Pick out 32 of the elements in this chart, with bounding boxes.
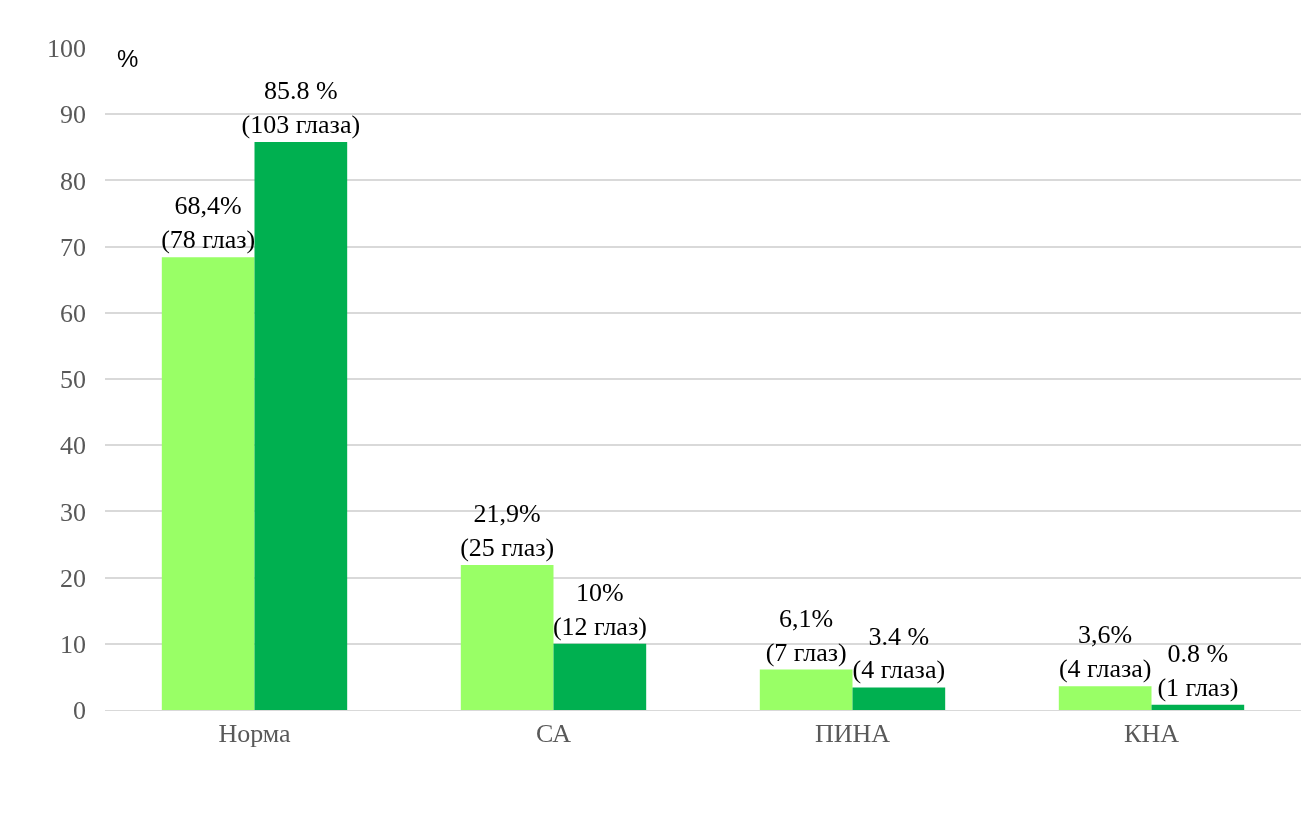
y-tick-label: 0 <box>73 696 86 726</box>
bar <box>161 257 255 710</box>
data-label: 0.8 % (1 глаз) <box>1157 638 1239 702</box>
bar <box>759 669 853 710</box>
y-tick-label: 40 <box>60 431 86 461</box>
data-label: 3.4 % (4 глаза) <box>852 621 946 685</box>
y-tick-label: 20 <box>60 563 86 593</box>
y-tick-label: 90 <box>60 100 86 130</box>
data-label: 21,9% (25 глаз) <box>460 499 555 563</box>
x-tick-label: СА <box>536 719 572 749</box>
bar <box>1151 704 1245 710</box>
data-label: 85.8 % (103 глаза) <box>241 76 361 139</box>
x-tick-label: ПИНА <box>814 719 891 749</box>
y-tick-label: 30 <box>60 497 86 527</box>
bar <box>1058 686 1152 710</box>
bar <box>460 565 554 710</box>
data-label: 3,6% (4 глаза) <box>1058 620 1152 684</box>
x-tick-label: КНА <box>1124 719 1180 749</box>
y-tick-label: 10 <box>60 629 86 659</box>
y-tick-label: 60 <box>60 298 86 328</box>
bar <box>852 687 946 710</box>
data-label: 10% (12 глаз) <box>552 578 647 641</box>
bar <box>254 142 348 710</box>
y-tick-label: 50 <box>60 365 86 395</box>
bar <box>553 643 647 710</box>
y-tick-label: 100 <box>47 34 86 64</box>
data-label: 6,1% (7 глаз) <box>765 603 847 667</box>
x-tick-label: Норма <box>218 719 292 749</box>
y-tick-label: 70 <box>60 232 86 262</box>
y-tick-label: 80 <box>60 166 86 196</box>
y-axis-title: % <box>117 45 139 72</box>
data-label: 68,4% (78 глаз) <box>161 191 256 255</box>
